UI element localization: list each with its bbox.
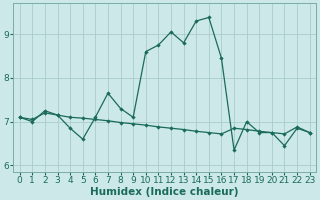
X-axis label: Humidex (Indice chaleur): Humidex (Indice chaleur) bbox=[91, 187, 239, 197]
